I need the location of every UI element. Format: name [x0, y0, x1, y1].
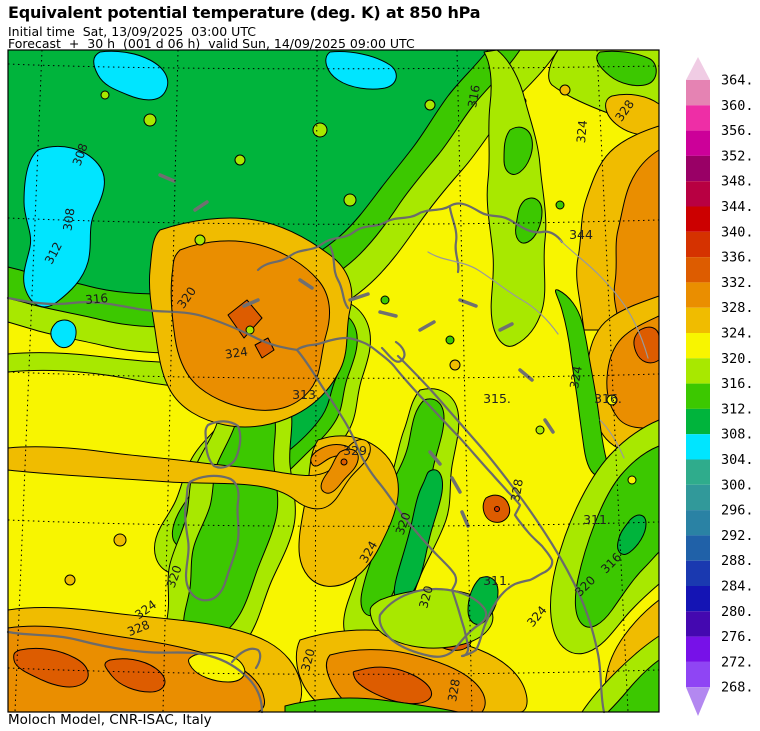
- colorbar-segment: [686, 207, 710, 232]
- colorbar-segment: [686, 181, 710, 206]
- colorbar-segment: [686, 586, 710, 611]
- colorbar-segment: [686, 510, 710, 535]
- colorbar-tick-label: 356.: [721, 123, 754, 139]
- colorbar-tick-label: 312.: [721, 401, 754, 417]
- colorbar-segment: [686, 535, 710, 560]
- colorbar-arrow-up: [686, 57, 710, 80]
- colorbar-tick-label: 284.: [721, 579, 754, 595]
- colorbar-segment: [686, 156, 710, 181]
- colorbar-segment: [686, 409, 710, 434]
- colorbar-segment: [686, 282, 710, 307]
- colorbar-segment: [686, 611, 710, 636]
- colorbar-tick-label: 348.: [721, 174, 754, 190]
- colorbar-tick-label: 360.: [721, 98, 754, 114]
- colorbar-segment: [686, 460, 710, 485]
- colorbar-tick-label: 308.: [721, 427, 754, 443]
- colorbar-tick-label: 336.: [721, 250, 754, 266]
- colorbar-tick-label: 280.: [721, 604, 754, 620]
- colorbar-segment: [686, 308, 710, 333]
- colorbar-arrow-down: [686, 687, 710, 716]
- colorbar-segment: [686, 485, 710, 510]
- colorbar-tick-label: 340.: [721, 224, 754, 240]
- colorbar-segment: [686, 637, 710, 662]
- colorbar-tick-label: 344.: [721, 199, 754, 215]
- colorbar-tick-label: 364.: [721, 73, 754, 89]
- colorbar-segment: [686, 561, 710, 586]
- colorbar-segment: [686, 257, 710, 282]
- colorbar-tick-label: 352.: [721, 148, 754, 164]
- colorbar-tick-label: 296.: [721, 503, 754, 519]
- colorbar-tick-label: 276.: [721, 629, 754, 645]
- colorbar-tick-label: 288.: [721, 553, 754, 569]
- colorbar-segment: [686, 434, 710, 459]
- colorbar-segment: [686, 662, 710, 687]
- colorbar-tick-label: 320.: [721, 351, 754, 367]
- attribution: Moloch Model, CNR-ISAC, Italy: [8, 712, 212, 728]
- colorbar-tick-label: 292.: [721, 528, 754, 544]
- colorbar-tick-label: 324.: [721, 326, 754, 342]
- colorbar: 364. 360. 356. 352. 348. 344. 340. 336. 332. 328.…: [0, 0, 760, 731]
- colorbar-tick-label: 332.: [721, 275, 754, 291]
- colorbar-segment: [686, 358, 710, 383]
- colorbar-tick-label: 304.: [721, 452, 754, 468]
- colorbar-segment: [686, 105, 710, 130]
- colorbar-tick-label: 328.: [721, 300, 754, 316]
- colorbar-segment: [686, 384, 710, 409]
- colorbar-segment: [686, 333, 710, 358]
- colorbar-segment: [686, 232, 710, 257]
- colorbar-tick-label: 300.: [721, 477, 754, 493]
- colorbar-tick-label: 316.: [721, 376, 754, 392]
- colorbar-tick-label: 272.: [721, 654, 754, 670]
- colorbar-segment: [686, 131, 710, 156]
- weather-map-page: { "header": { "title": "Equivalent poten…: [0, 0, 760, 731]
- colorbar-segment: [686, 80, 710, 105]
- colorbar-tick-label: 268.: [721, 680, 754, 696]
